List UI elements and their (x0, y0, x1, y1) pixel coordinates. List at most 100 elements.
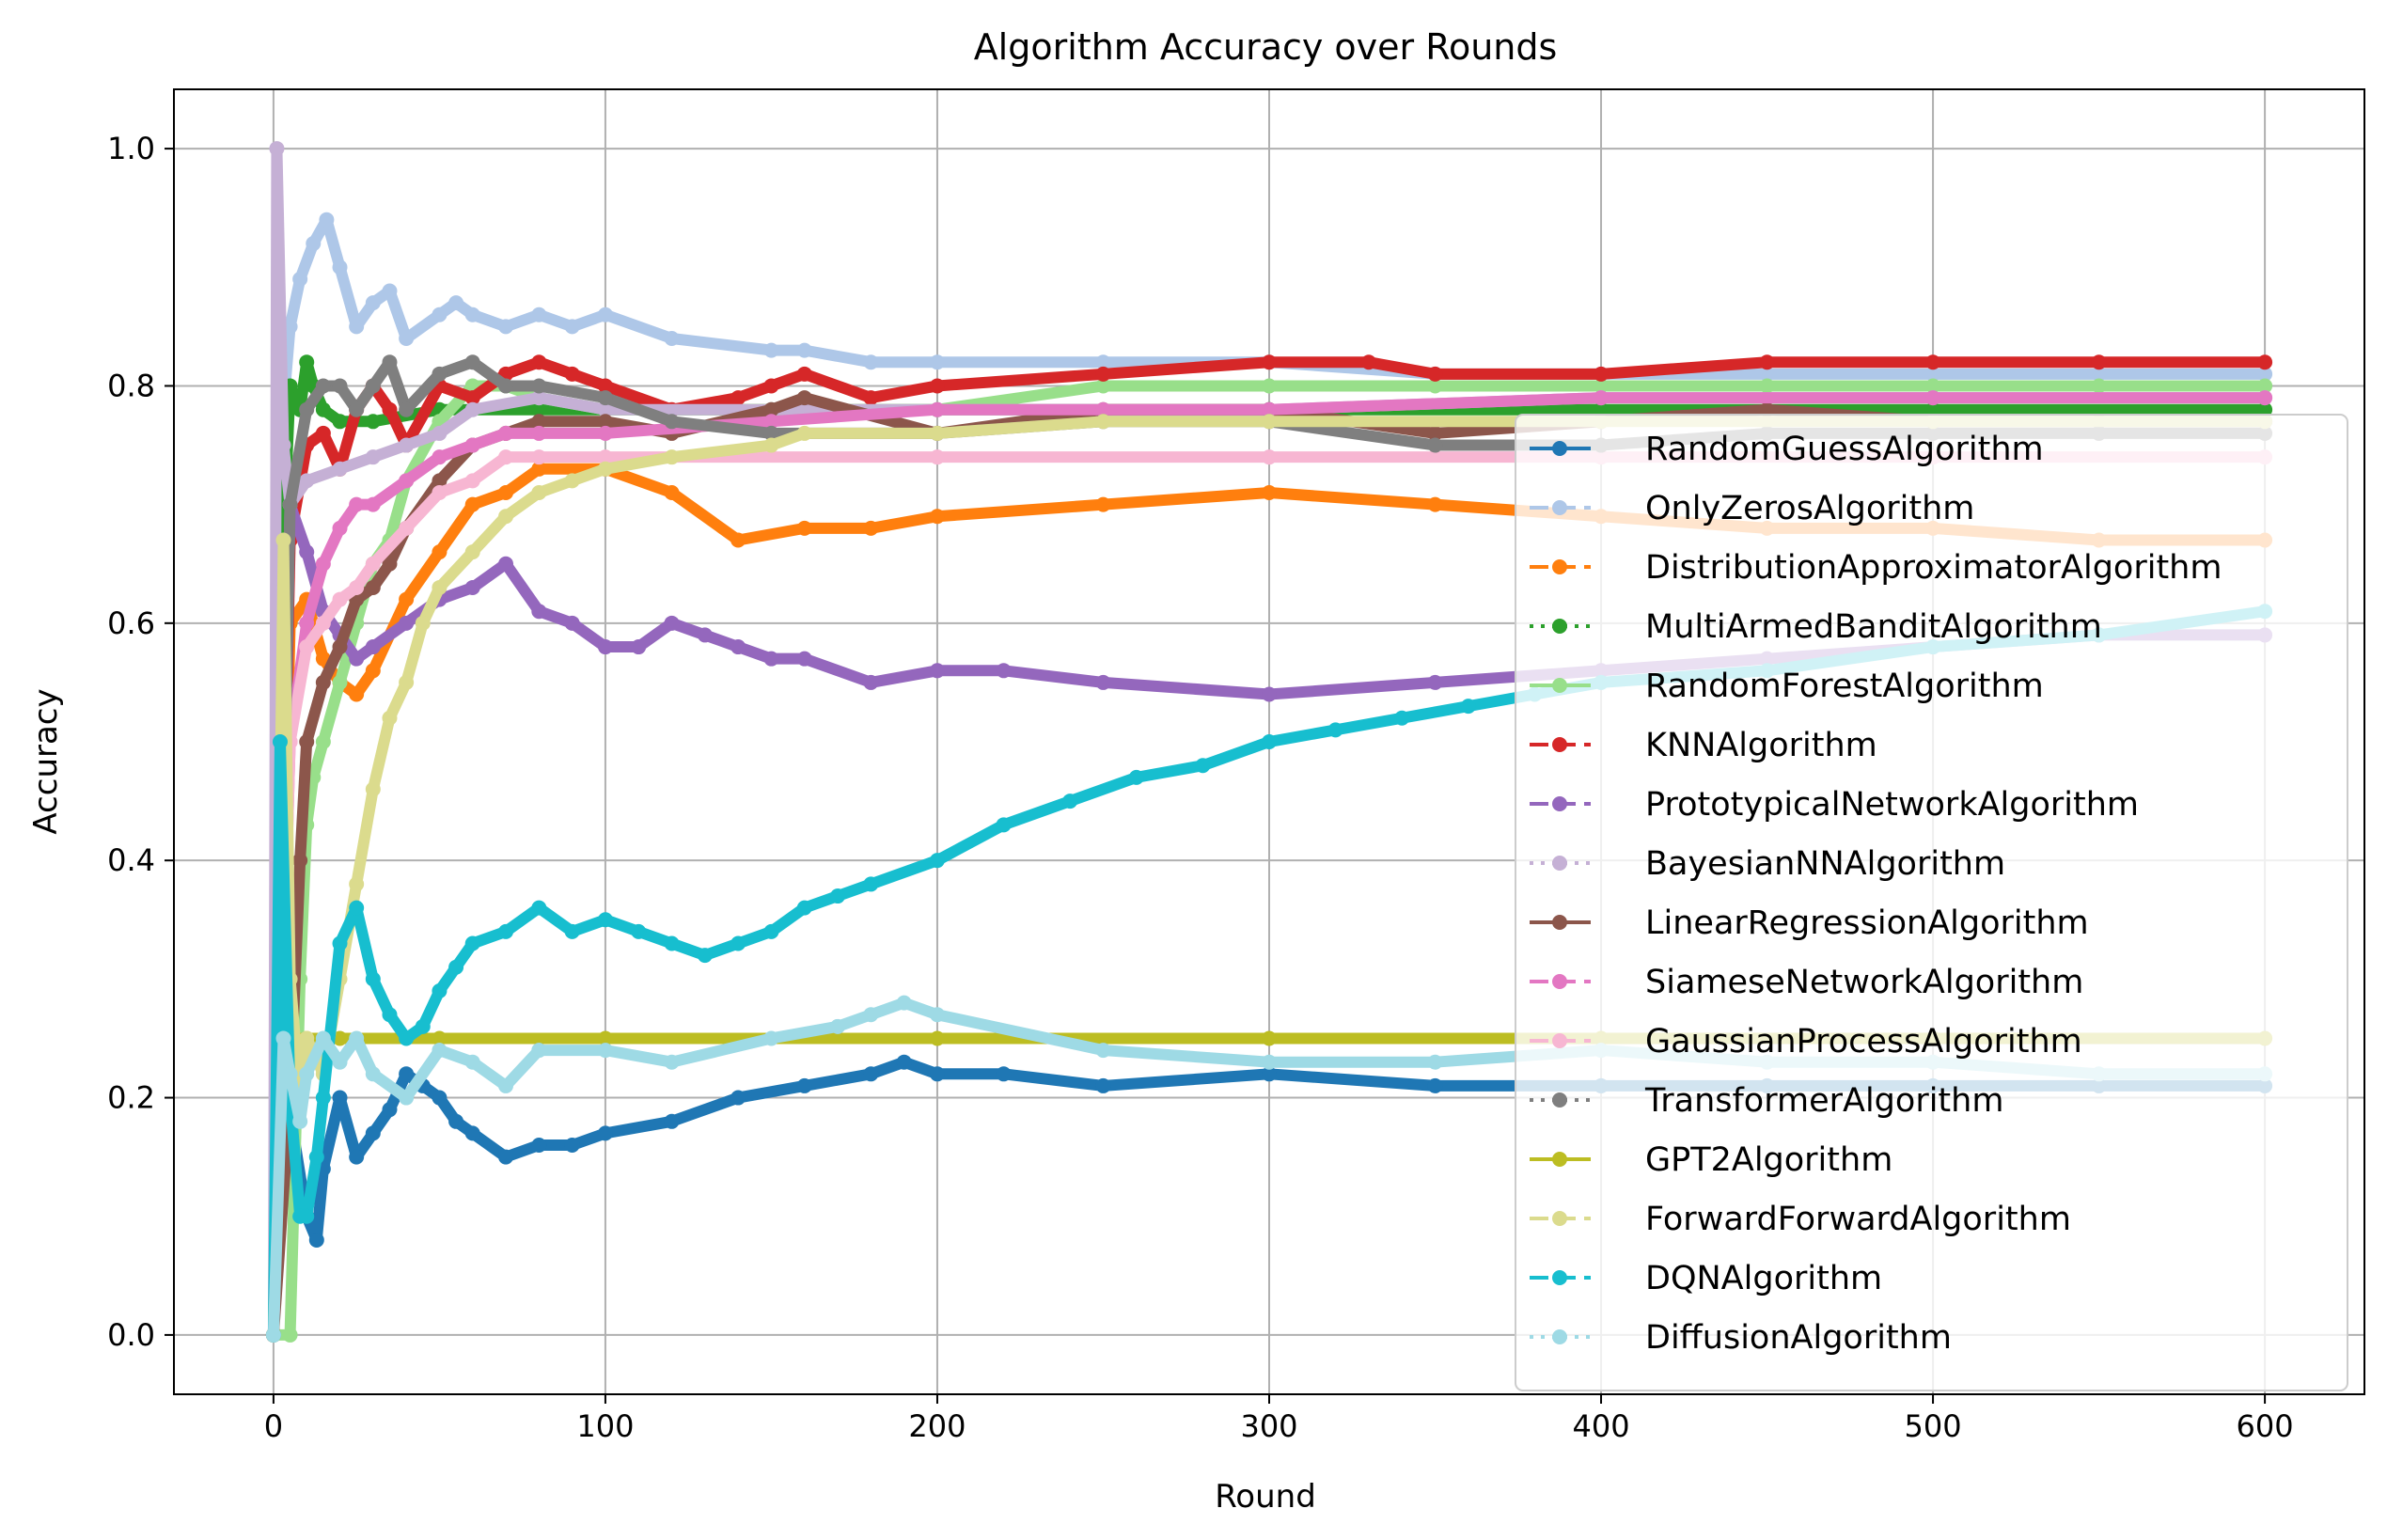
data-point (1427, 1077, 1443, 1093)
data-point (996, 1066, 1012, 1082)
data-point (929, 378, 945, 394)
data-point (464, 306, 480, 322)
data-point (929, 509, 945, 525)
data-point (597, 390, 613, 406)
data-point (349, 686, 365, 702)
data-point (697, 627, 713, 643)
data-point (349, 1149, 365, 1165)
data-point (365, 1125, 381, 1141)
data-point (1095, 401, 1111, 417)
data-point (365, 663, 381, 679)
data-point (763, 923, 779, 939)
data-point (1594, 401, 1610, 417)
x-tick-label: 500 (1905, 1408, 1962, 1444)
data-point (1262, 449, 1277, 465)
data-point (597, 449, 613, 465)
data-point (382, 283, 398, 299)
legend-label: RandomGuessAlgorithm (1645, 431, 2044, 468)
data-point (664, 1054, 680, 1070)
data-point (399, 437, 415, 453)
data-point (1128, 769, 1144, 785)
data-point (796, 366, 812, 382)
legend-marker (1552, 974, 1567, 989)
data-point (365, 449, 381, 465)
data-point (308, 1232, 324, 1248)
legend-item: GPT2Algorithm (1530, 1141, 1892, 1179)
data-point (432, 982, 448, 998)
data-point (1095, 366, 1111, 382)
legend-marker (1552, 441, 1567, 456)
legend-label: RandomForestAlgorithm (1645, 668, 2044, 705)
data-point (796, 342, 812, 358)
data-point (597, 425, 613, 441)
data-point (1427, 674, 1443, 690)
data-point (1925, 366, 1941, 382)
y-tick-label: 0.6 (107, 605, 155, 641)
data-point (531, 378, 547, 394)
data-point (531, 306, 547, 322)
data-point (272, 734, 288, 749)
data-point (1195, 758, 1211, 774)
data-point (564, 473, 580, 489)
data-point (448, 295, 464, 311)
data-point (1759, 354, 1775, 370)
data-point (863, 674, 879, 690)
data-point (1360, 354, 1376, 370)
data-point (464, 401, 480, 417)
data-point (382, 1102, 398, 1118)
data-point (349, 319, 365, 335)
x-tick-label: 400 (1572, 1408, 1629, 1444)
data-point (730, 639, 746, 655)
data-point (464, 437, 480, 453)
y-tick-label: 0.2 (107, 1080, 155, 1116)
data-point (896, 1054, 912, 1070)
data-point (275, 532, 291, 548)
series-line (267, 356, 2271, 1341)
data-point (597, 306, 613, 322)
data-point (1095, 1077, 1111, 1093)
data-point (464, 496, 480, 512)
legend-item: RandomGuessAlgorithm (1530, 431, 2044, 468)
x-tick-label: 0 (264, 1408, 283, 1444)
data-point (830, 1018, 846, 1034)
legend-marker (1552, 1152, 1567, 1167)
data-point (432, 366, 448, 382)
data-point (498, 923, 514, 939)
data-point (531, 461, 547, 477)
legend-item: PrototypicalNetworkAlgorithm (1530, 786, 2139, 824)
data-point (1460, 699, 1476, 715)
data-point (2257, 354, 2273, 370)
data-point (564, 319, 580, 335)
data-point (2091, 366, 2107, 382)
data-point (399, 615, 415, 631)
data-point (464, 1125, 480, 1141)
data-point (929, 401, 945, 417)
data-point (1262, 354, 1277, 370)
data-point (531, 1043, 547, 1059)
data-point (2257, 366, 2273, 382)
data-point (315, 674, 331, 690)
data-point (730, 1090, 746, 1106)
data-point (299, 1030, 315, 1046)
data-point (349, 496, 365, 512)
x-tick-label: 300 (1240, 1408, 1297, 1444)
data-point (929, 1007, 945, 1023)
data-point (730, 935, 746, 951)
data-point (275, 1030, 291, 1046)
data-point (763, 401, 779, 417)
data-point (275, 437, 291, 453)
data-point (1394, 710, 1410, 726)
data-point (531, 354, 547, 370)
data-point (863, 1007, 879, 1023)
legend-marker (1552, 500, 1567, 515)
y-tick-label: 0.4 (107, 842, 155, 878)
data-point (531, 414, 547, 430)
data-point (1759, 366, 1775, 382)
data-point (432, 1090, 448, 1106)
data-point (1925, 378, 1941, 394)
series-group (265, 141, 2273, 1343)
data-point (796, 900, 812, 916)
data-point (1262, 1054, 1277, 1070)
data-point (498, 1077, 514, 1093)
